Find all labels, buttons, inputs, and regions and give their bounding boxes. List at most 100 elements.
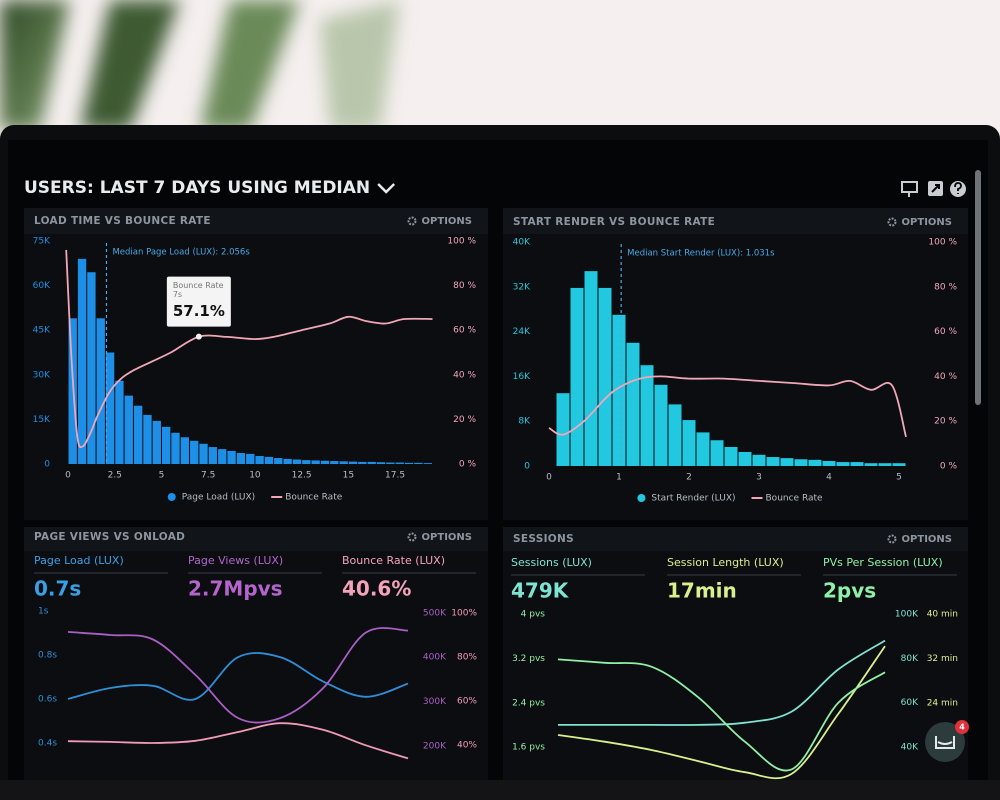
scrollbar[interactable]: [975, 170, 981, 405]
tick-label: 20 %: [934, 417, 957, 427]
laptop-bottom-bezel: [0, 780, 1000, 800]
bar: [724, 446, 738, 466]
bar: [850, 462, 864, 466]
bar: [339, 461, 348, 464]
chat-button[interactable]: [925, 722, 965, 762]
bar: [236, 452, 246, 464]
bar: [302, 460, 311, 464]
panel-header: [24, 527, 488, 551]
legend-label: Start Render (LUX): [651, 494, 735, 504]
tick-label: 100%: [451, 609, 477, 619]
tooltip-point: [195, 333, 202, 340]
tick-label: 100 %: [928, 238, 957, 248]
bar: [612, 314, 626, 466]
tick-label: 0.4s: [38, 739, 57, 749]
chat-badge: [955, 720, 969, 734]
tick-label: 24 min: [927, 698, 958, 708]
series-line: [67, 652, 409, 701]
tick-label: 300K: [423, 697, 447, 707]
legend-dot: [637, 494, 646, 502]
tick-label: 100K: [895, 609, 919, 619]
bar: [766, 457, 780, 466]
tick-label: 40%: [457, 741, 477, 751]
bar: [822, 460, 836, 466]
bar: [161, 426, 171, 464]
monitor-icon[interactable]: [901, 181, 918, 193]
tick-label: 100 %: [447, 237, 476, 247]
bar: [752, 454, 766, 466]
panel-title: SESSIONS: [513, 533, 574, 545]
metric-value: 17min: [667, 579, 737, 603]
tick-label: 40 %: [453, 370, 476, 380]
tick-label: 60K: [901, 698, 919, 708]
bar: [255, 455, 264, 464]
tooltip-title: Bounce Rate: [173, 281, 224, 290]
metric-label: PVs Per Session (LUX): [823, 556, 943, 569]
x-tick-label: 5: [896, 473, 902, 483]
bar: [227, 450, 236, 464]
panel-header: [503, 527, 968, 551]
metric-label: Bounce Rate (LUX): [342, 554, 445, 567]
panel-title: LOAD TIME VS BOUNCE RATE: [34, 215, 211, 227]
tick-label: 32 min: [927, 654, 958, 664]
chat-icon: [935, 736, 955, 749]
bar: [199, 443, 208, 464]
legend-label: Page Load (LUX): [182, 493, 255, 503]
tick-label: 45K: [33, 326, 51, 336]
bar: [330, 461, 339, 464]
x-tick-label: 2: [686, 473, 692, 483]
tick-label: 4 pvs: [521, 609, 546, 619]
bar: [264, 456, 274, 464]
x-tick-label: 17.5: [385, 471, 405, 481]
bar: [696, 432, 710, 466]
bar: [190, 440, 199, 464]
panel-header: [503, 208, 968, 234]
median-label: Median Start Render (LUX): 1.031s: [627, 249, 775, 259]
options-button[interactable]: OPTIONS: [902, 534, 952, 545]
tick-label: 16K: [513, 372, 531, 382]
bar: [105, 352, 115, 464]
tick-label: 80%: [457, 653, 477, 663]
bar: [640, 365, 654, 466]
series-line: [67, 722, 409, 760]
bar: [208, 447, 218, 464]
dropdown-chevron[interactable]: [377, 183, 396, 194]
x-tick-label: 1: [616, 473, 622, 483]
gear-icon: [887, 217, 897, 227]
tooltip-value: 57.1%: [173, 302, 225, 320]
gear-icon: [407, 532, 417, 542]
bar: [96, 318, 105, 464]
chat-widget[interactable]: 4: [925, 720, 969, 762]
bar: [556, 393, 570, 466]
bar: [794, 459, 808, 466]
bar: [376, 462, 386, 464]
options-button[interactable]: OPTIONS: [422, 532, 472, 543]
series-line: [67, 627, 409, 724]
options-button[interactable]: OPTIONS: [422, 216, 472, 227]
tick-label: 8K: [518, 417, 531, 427]
median-label: Median Page Load (LUX): 2.056s: [112, 248, 250, 258]
series-line: [557, 658, 886, 772]
bar: [143, 414, 152, 464]
dashboard-title: USERS: LAST 7 DAYS USING MEDIAN: [24, 178, 370, 198]
bar: [320, 460, 330, 464]
panel-title: START RENDER VS BOUNCE RATE: [513, 216, 715, 228]
x-tick-label: 15: [343, 471, 354, 481]
tick-label: 1.6 pvs: [512, 743, 545, 753]
tick-label: 200K: [423, 741, 447, 751]
tick-label: 3.2 pvs: [512, 654, 545, 664]
tick-label: 0: [524, 462, 530, 472]
options-button[interactable]: OPTIONS: [902, 217, 952, 228]
tick-label: 40 %: [934, 372, 957, 382]
bar: [311, 460, 320, 464]
tick-label: 40 min: [927, 609, 958, 619]
bar: [423, 463, 432, 464]
series-line: [558, 639, 886, 726]
bar: [598, 287, 612, 466]
bar: [414, 462, 423, 464]
tick-label: 60 %: [453, 326, 476, 336]
bar: [124, 395, 133, 464]
metric-value: 2pvs: [823, 579, 876, 603]
x-tick-label: 5: [159, 471, 165, 481]
bar: [682, 420, 696, 466]
